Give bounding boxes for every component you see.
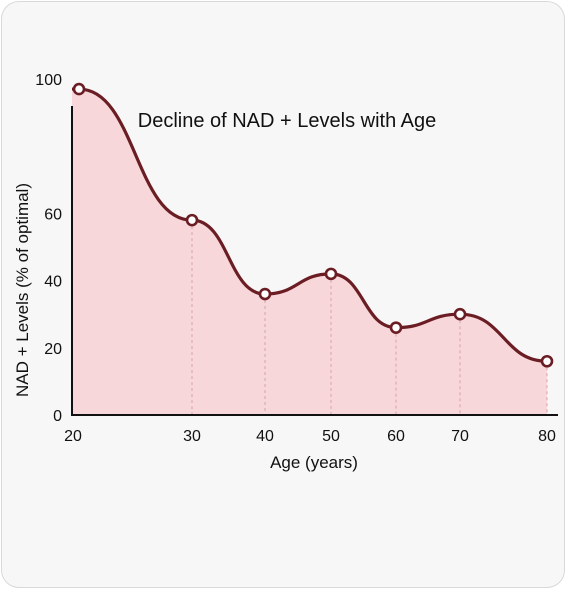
chart-title: Decline of NAD + Levels with Age [138, 110, 437, 132]
data-point [185, 213, 199, 227]
area-fill [72, 89, 547, 415]
y-tick-label: 0 [53, 408, 62, 425]
x-tick-label: 20 [64, 428, 82, 445]
x-tick-label: 60 [387, 428, 405, 445]
guide-layer [191, 220, 548, 415]
y-tick-label: 20 [44, 341, 62, 358]
x-tick-label: 80 [538, 428, 556, 445]
data-point [453, 307, 467, 321]
x-tick-label: 40 [256, 428, 274, 445]
x-tick-label: 30 [183, 428, 201, 445]
y-tick-label: 100 [35, 72, 62, 89]
data-point [324, 267, 338, 281]
x-tick-label: 70 [451, 428, 469, 445]
y-tick-labels: 0 20 40 60 100 [35, 72, 62, 425]
y-tick-label: 60 [44, 206, 62, 223]
data-point [540, 354, 554, 368]
x-tick-labels: 20 30 40 50 60 70 80 [64, 428, 556, 445]
data-point [72, 82, 86, 96]
y-axis-title: NAD + Levels (% of optimal) [13, 183, 32, 397]
data-point [258, 287, 272, 301]
data-point [389, 321, 403, 334]
x-axis-title: Age (years) [270, 453, 358, 472]
area-layer [72, 89, 547, 415]
x-tick-label: 50 [322, 428, 340, 445]
point-layer [72, 82, 554, 368]
y-tick-label: 40 [44, 274, 62, 291]
